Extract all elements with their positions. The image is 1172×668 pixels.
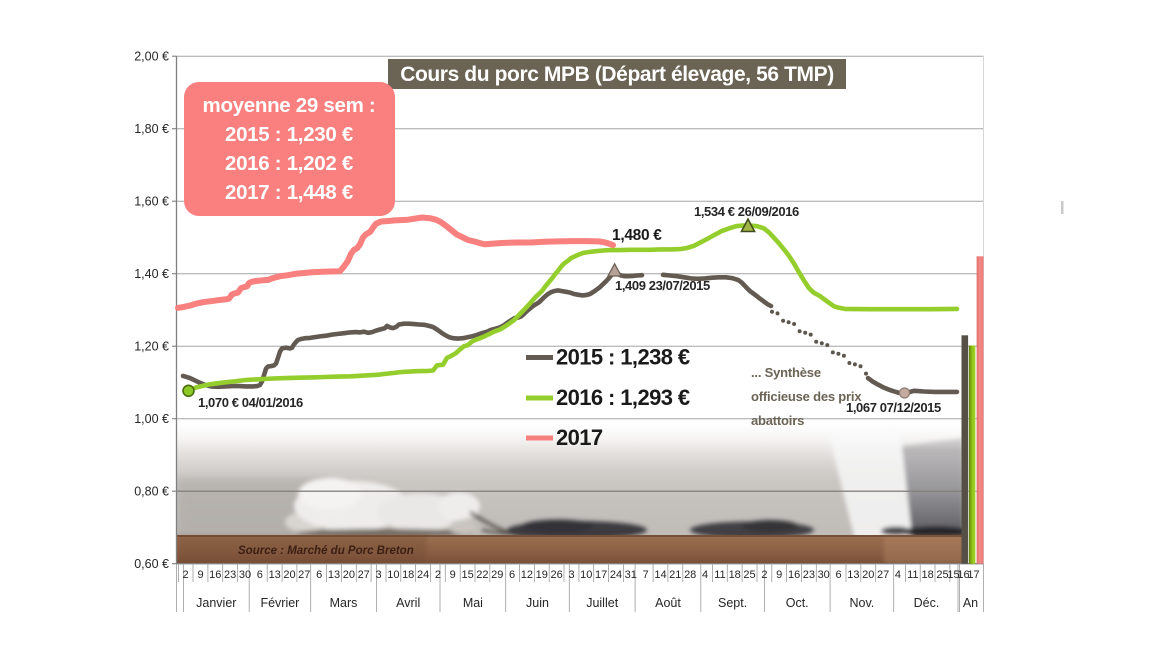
svg-text:14: 14 — [654, 569, 666, 581]
svg-text:0,60 €: 0,60 € — [134, 557, 169, 571]
svg-text:2: 2 — [435, 569, 441, 581]
svg-text:Janvier: Janvier — [196, 596, 236, 610]
svg-text:Août: Août — [655, 596, 681, 610]
svg-text:Sept.: Sept. — [718, 596, 747, 610]
svg-text:2016 : 1,202 €: 2016 : 1,202 € — [225, 152, 354, 175]
svg-text:9: 9 — [450, 569, 456, 581]
svg-text:1,60 €: 1,60 € — [134, 194, 169, 208]
svg-text:2015 : 1,230 €: 2015 : 1,230 € — [225, 123, 354, 146]
svg-text:1,40 €: 1,40 € — [134, 267, 169, 281]
svg-text:19: 19 — [536, 569, 548, 581]
svg-text:3: 3 — [375, 569, 381, 581]
svg-text:20: 20 — [283, 569, 295, 581]
svg-text:2016 : 1,293 €: 2016 : 1,293 € — [556, 385, 690, 410]
svg-text:Mars: Mars — [330, 596, 358, 610]
svg-text:6: 6 — [257, 569, 263, 581]
svg-text:2015 : 1,238 €: 2015 : 1,238 € — [556, 345, 690, 370]
svg-text:1,480 €: 1,480 € — [612, 227, 662, 244]
svg-text:6: 6 — [836, 569, 842, 581]
svg-text:An: An — [963, 596, 978, 610]
svg-text:17: 17 — [967, 569, 979, 581]
svg-text:27: 27 — [877, 569, 889, 581]
svg-text:15: 15 — [947, 569, 959, 581]
svg-text:29: 29 — [491, 569, 503, 581]
svg-text:2017: 2017 — [556, 425, 603, 450]
svg-text:21: 21 — [669, 569, 681, 581]
svg-text:Avril: Avril — [396, 596, 420, 610]
svg-text:24: 24 — [417, 569, 429, 581]
svg-text:4: 4 — [702, 569, 708, 581]
svg-text:28: 28 — [684, 569, 696, 581]
svg-text:16: 16 — [788, 569, 800, 581]
svg-text:25: 25 — [936, 569, 948, 581]
svg-text:Mai: Mai — [463, 596, 483, 610]
svg-text:24: 24 — [610, 569, 622, 581]
svg-text:22: 22 — [476, 569, 488, 581]
svg-text:20: 20 — [343, 569, 355, 581]
svg-text:11: 11 — [714, 569, 725, 581]
svg-text:moyenne 29 sem :: moyenne 29 sem : — [203, 94, 376, 117]
svg-text:27: 27 — [358, 569, 370, 581]
svg-text:Source : Marché du Porc Breton: Source : Marché du Porc Breton — [238, 545, 414, 557]
svg-text:officieuse des prix: officieuse des prix — [751, 389, 862, 404]
svg-text:1,067 07/12/2015: 1,067 07/12/2015 — [846, 400, 941, 415]
svg-text:1,80 €: 1,80 € — [134, 122, 169, 136]
svg-text:6: 6 — [316, 569, 322, 581]
svg-text:15: 15 — [461, 569, 473, 581]
svg-text:2: 2 — [761, 569, 767, 581]
svg-text:16: 16 — [957, 569, 969, 581]
svg-text:13: 13 — [328, 569, 340, 581]
svg-text:10: 10 — [387, 569, 399, 581]
svg-text:Février: Février — [260, 596, 299, 610]
svg-text:23: 23 — [224, 569, 236, 581]
svg-text:Déc.: Déc. — [914, 596, 940, 610]
svg-text:17: 17 — [595, 569, 607, 581]
svg-text:12: 12 — [521, 569, 533, 581]
svg-text:Oct.: Oct. — [786, 596, 809, 610]
svg-text:4: 4 — [895, 569, 901, 581]
svg-text:7: 7 — [643, 569, 649, 581]
svg-text:Cours du porc MPB (Départ élev: Cours du porc MPB (Départ élevage, 56 TM… — [400, 63, 834, 86]
svg-text:20: 20 — [862, 569, 874, 581]
svg-text:18: 18 — [921, 569, 933, 581]
svg-text:abattoirs: abattoirs — [751, 413, 804, 428]
svg-text:13: 13 — [847, 569, 859, 581]
svg-text:23: 23 — [803, 569, 815, 581]
svg-text:2017 : 1,448 €: 2017 : 1,448 € — [225, 181, 354, 204]
svg-text:25: 25 — [743, 569, 755, 581]
svg-text:2,00 €: 2,00 € — [134, 49, 169, 63]
svg-text:6: 6 — [509, 569, 515, 581]
svg-text:18: 18 — [402, 569, 414, 581]
svg-text:1,534 € 26/09/2016: 1,534 € 26/09/2016 — [694, 204, 799, 219]
svg-text:18: 18 — [729, 569, 741, 581]
svg-text:30: 30 — [239, 569, 251, 581]
svg-text:1,20 €: 1,20 € — [134, 339, 169, 353]
svg-text:26: 26 — [550, 569, 562, 581]
svg-text:31: 31 — [625, 569, 637, 581]
svg-text:11: 11 — [907, 569, 918, 581]
svg-text:3: 3 — [568, 569, 574, 581]
svg-text:2: 2 — [183, 569, 189, 581]
svg-text:... Synthèse: ... Synthèse — [751, 365, 821, 380]
svg-text:30: 30 — [818, 569, 830, 581]
svg-text:Juillet: Juillet — [586, 596, 618, 610]
svg-text:1,409 23/07/2015: 1,409 23/07/2015 — [615, 278, 710, 293]
svg-text:9: 9 — [197, 569, 203, 581]
svg-text:10: 10 — [580, 569, 592, 581]
svg-text:1,00 €: 1,00 € — [134, 412, 169, 426]
svg-text:16: 16 — [209, 569, 221, 581]
svg-text:13: 13 — [269, 569, 281, 581]
svg-text:9: 9 — [776, 569, 782, 581]
svg-text:Nov.: Nov. — [850, 596, 875, 610]
svg-text:27: 27 — [298, 569, 310, 581]
svg-text:0,80 €: 0,80 € — [134, 484, 169, 498]
svg-text:Juin: Juin — [526, 596, 549, 610]
svg-text:1,070 € 04/01/2016: 1,070 € 04/01/2016 — [198, 395, 303, 410]
